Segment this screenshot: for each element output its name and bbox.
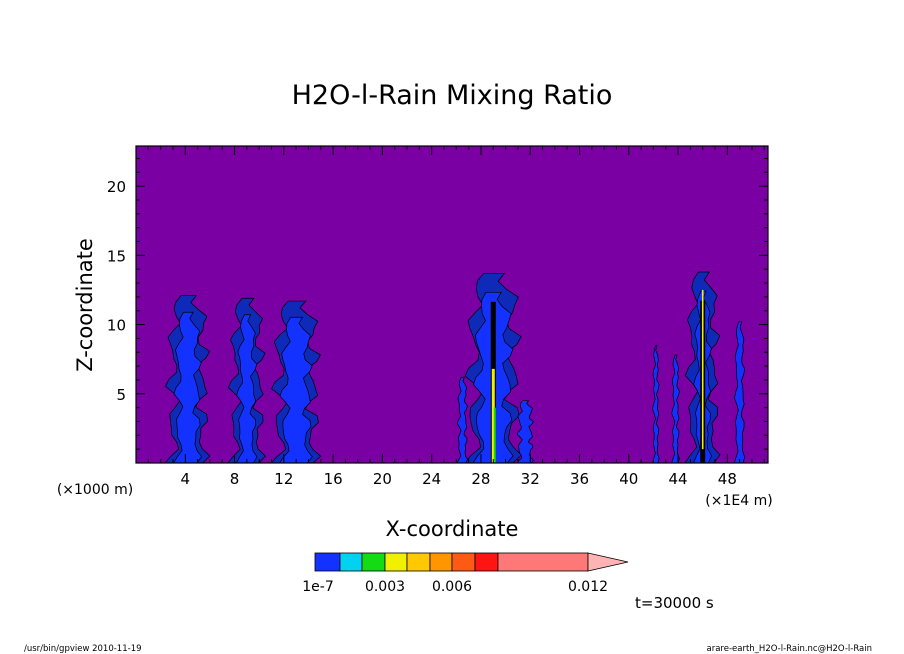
rain-satellite (456, 376, 468, 464)
rain-shaft (172, 311, 202, 464)
x-tick-label: 40 (619, 470, 638, 488)
rain-core-high (491, 368, 495, 463)
x-axis-label: X-coordinate (386, 517, 519, 541)
x-unit-right-label: (×1E4 m) (705, 493, 772, 509)
rain-satellite (516, 400, 534, 464)
colorbar-label: 0.006 (432, 579, 472, 595)
x-tick-label: 16 (324, 470, 343, 488)
x-tick-label: 32 (521, 470, 540, 488)
colorbar-swatch (339, 552, 363, 572)
colorbar-extension (587, 552, 629, 572)
colorbar-swatch (429, 552, 453, 572)
colorbar-swatch (451, 552, 476, 572)
y-tick-label: 20 (107, 178, 126, 196)
colorbar-swatch (497, 552, 589, 572)
plot-frame (135, 145, 769, 464)
x-tick-label: 12 (274, 470, 293, 488)
y-tick-label: 5 (116, 386, 126, 404)
contour-fields (164, 271, 746, 464)
x-tick-label: 24 (422, 470, 441, 488)
x-unit-left-label: (×1000 m) (57, 482, 133, 498)
colorbar-label: 0.003 (365, 579, 405, 595)
rain-core-high (701, 289, 704, 450)
x-tick-label: 36 (570, 470, 589, 488)
y-axis-label: Z-coordinate (73, 238, 97, 372)
y-tick-label: 15 (107, 247, 126, 265)
x-tick-label: 4 (181, 470, 191, 488)
colorbar-swatch (474, 552, 499, 572)
colorbar-swatch (314, 552, 341, 572)
rain-core-high (493, 407, 496, 463)
rain-satellite (671, 354, 680, 464)
time-label: t=30000 s (635, 594, 714, 612)
x-tick-label: 44 (669, 470, 688, 488)
colorbar-label: 0.012 (568, 579, 608, 595)
rain-shaft (278, 316, 313, 464)
x-tick-label: 28 (471, 470, 490, 488)
footer-right: arare-earth_H2O-l-Rain.nc@H2O-l-Rain (707, 644, 872, 654)
rain-satellite (733, 321, 746, 464)
x-tick-label: 20 (373, 470, 392, 488)
y-tick-label: 10 (107, 317, 126, 335)
colorbar-swatch (384, 552, 408, 572)
rain-shaft (235, 314, 258, 464)
x-tick-label: 8 (230, 470, 240, 488)
colorbar-swatch (361, 552, 386, 572)
footer-left: /usr/bin/gpview 2010-11-19 (24, 644, 142, 654)
rain-satellite (651, 344, 660, 464)
colorbar: 1e-7 0.003 0.006 0.012 (302, 552, 629, 595)
chart-title: H2O-l-Rain Mixing Ratio (292, 80, 613, 111)
colorbar-label: 1e-7 (302, 579, 333, 595)
colorbar-swatch (406, 552, 431, 572)
x-tick-label: 48 (718, 470, 737, 488)
